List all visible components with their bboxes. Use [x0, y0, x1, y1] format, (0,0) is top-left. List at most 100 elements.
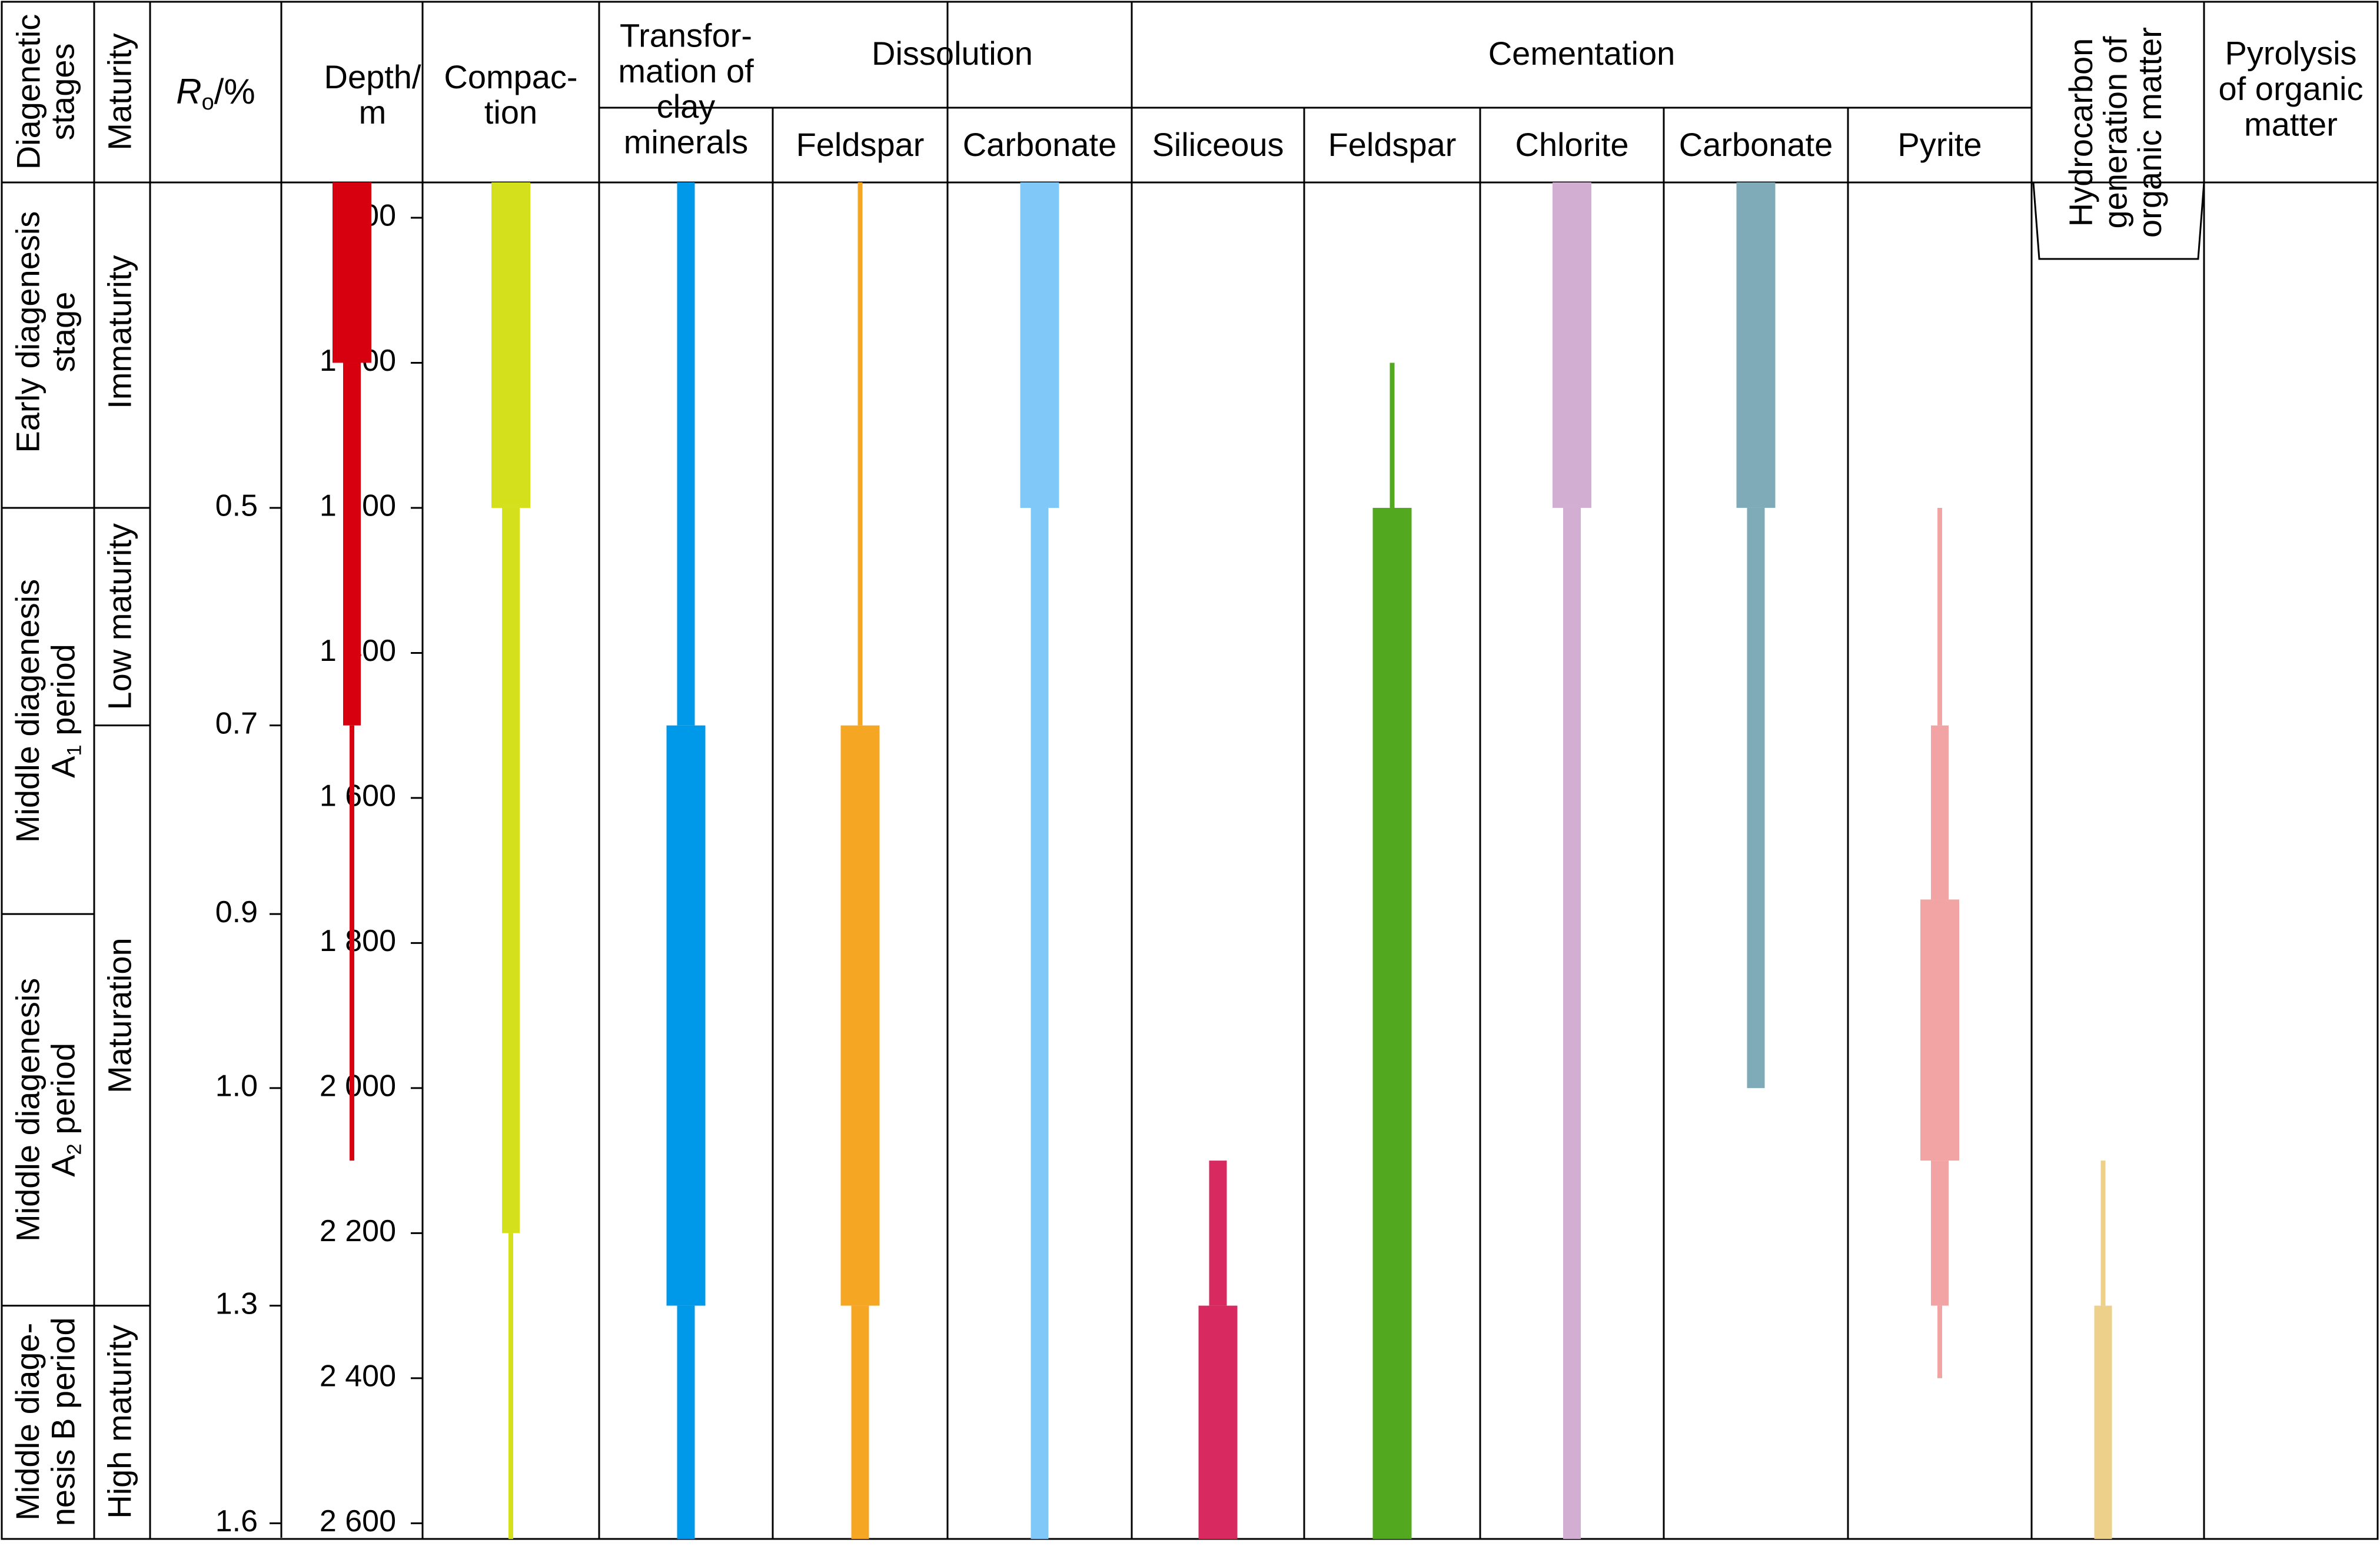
text-line: Feldspar — [796, 126, 925, 163]
ro-tick-label: 0.7 — [215, 706, 258, 740]
header-compaction: Compac-tion — [444, 58, 577, 131]
bar-segment-moderate — [677, 182, 695, 726]
text-line: Dissolution — [872, 35, 1033, 72]
bar-segment-strong — [1553, 182, 1591, 508]
bar-segment-strong — [491, 182, 530, 508]
bar-segment-strong — [840, 725, 880, 1306]
text-line: Middle diagenesis — [9, 579, 46, 843]
ro-subscript: o — [202, 90, 214, 115]
depth-tick-label: 2 600 — [320, 1504, 396, 1538]
text-line: mation of — [618, 52, 754, 89]
stage-label: Middle diagenesisA1 period — [9, 579, 86, 843]
text-line: organic matter — [2131, 27, 2168, 238]
text-line: Depth/ — [324, 58, 421, 95]
ro-tick-label: 1.3 — [215, 1286, 258, 1321]
text-line: tion — [484, 94, 537, 131]
text-line: Pyrite — [1897, 126, 1982, 163]
bar-segment-weak — [350, 725, 354, 1161]
text-line: Feldspar — [1328, 126, 1457, 163]
process-hydrocarbon-generation-of-organic-matter — [1920, 507, 1959, 1378]
text-line: nesis B period — [45, 1317, 82, 1526]
header-diagenetic-stages: Diageneticstages — [9, 14, 81, 170]
bar-segment-strong — [1372, 507, 1412, 1540]
text-line: stages — [44, 44, 81, 141]
text-line: stage — [45, 292, 82, 373]
process-cementation-pyrite — [1736, 182, 1776, 1088]
subheader-cementation-carbonate: Carbonate — [1679, 126, 1833, 163]
process-transformation-of-clay-minerals — [491, 182, 530, 1539]
header-hydrocarbon-generation: Hydrocarbongeneration oforganic matter — [2062, 27, 2168, 238]
depth-tick-label: 2 400 — [320, 1359, 396, 1394]
text-line: High maturity — [101, 1325, 138, 1519]
text-line: Chlorite — [1515, 126, 1629, 163]
text-line: Carbonate — [963, 126, 1117, 163]
header-notch — [2032, 182, 2205, 260]
text-line: Maturity — [101, 33, 138, 150]
bar-segment-moderate — [1563, 507, 1581, 1540]
depth-tick-label: 1 600 — [320, 779, 396, 813]
bar-segment-weak — [508, 1233, 513, 1539]
bar-segment-strong — [666, 725, 706, 1306]
text-line: m — [359, 94, 387, 131]
maturity-label: Low maturity — [101, 523, 138, 710]
header-clay-transformation: Transfor-mation of clay minerals — [618, 16, 754, 160]
text-line: of organic — [2219, 70, 2364, 107]
bar-segment-strong — [333, 182, 371, 363]
subheader-cementation-pyrite: Pyrite — [1897, 126, 1982, 163]
ro-tick-label: 0.5 — [215, 489, 258, 523]
maturity-label: Maturation — [101, 937, 138, 1093]
bar-segment-moderate — [1747, 507, 1765, 1088]
text-line: Transfor- — [620, 16, 752, 54]
text-line: Siliceous — [1152, 126, 1284, 163]
ro-tick-label: 1.6 — [215, 1504, 258, 1538]
header-maturity: Maturity — [101, 33, 138, 150]
bar-segment-weak — [2100, 1161, 2106, 1306]
ro-tick-label: 0.9 — [215, 895, 258, 929]
subheader-cementation-feldspar: Feldspar — [1328, 126, 1457, 163]
stage-label: Middle diagenesisA2 period — [9, 978, 86, 1242]
bar-segment-weak — [1937, 1305, 1942, 1378]
bar-segment-moderate — [2094, 1305, 2112, 1539]
bar-segment-moderate — [343, 363, 361, 726]
process-cementation-chlorite — [1372, 363, 1412, 1540]
bar-segment-strong — [1020, 182, 1059, 508]
process-compaction — [333, 182, 371, 1161]
text-line: period — [45, 644, 82, 744]
text-line: Middle diagenesis — [9, 978, 46, 1242]
text-line: Diagenetic — [9, 14, 46, 170]
bar-segment-moderate — [851, 1305, 869, 1539]
process-bars — [333, 182, 2112, 1540]
header-pyrolysis: Pyrolysis of organic matter — [2219, 34, 2364, 142]
process-pyrolysis-of-organic-matter — [2094, 1161, 2112, 1539]
process-cementation-carbonate — [1553, 182, 1591, 1540]
bar-segment-weak — [857, 182, 863, 726]
text-line: clay — [657, 88, 716, 125]
maturity-label: Immaturity — [101, 255, 138, 408]
subheader-dissolution-carbonate: Carbonate — [963, 126, 1117, 163]
text-line: Low maturity — [101, 523, 138, 710]
header-dissolution: Dissolution — [872, 35, 1033, 72]
header-ro: Ro/% — [176, 72, 255, 115]
stage-label: Early diagenesisstage — [9, 211, 81, 453]
text-line: Early diagenesis — [9, 211, 46, 453]
bar-segment-strong — [1198, 1305, 1238, 1539]
bar-segment-weak — [1390, 363, 1395, 508]
bar-segment-moderate — [677, 1305, 695, 1539]
header-cementation: Cementation — [1488, 35, 1676, 72]
text-line: Immaturity — [101, 255, 138, 408]
depth-tick-label: 2 200 — [320, 1214, 396, 1248]
process-dissolution-carbonate — [840, 182, 880, 1539]
text-line: period — [45, 1043, 82, 1143]
text-line: 1 — [64, 744, 86, 756]
stage-label: Middle diage-nesis B period — [9, 1317, 81, 1526]
bar-segment-strong — [1920, 899, 1959, 1161]
text-line: A — [45, 756, 82, 778]
text-line: 2 — [64, 1143, 86, 1155]
process-cementation-feldspar — [1198, 1161, 1238, 1539]
subheader-cementation-chlorite: Chlorite — [1515, 126, 1629, 163]
maturity-label: High maturity — [101, 1325, 138, 1519]
